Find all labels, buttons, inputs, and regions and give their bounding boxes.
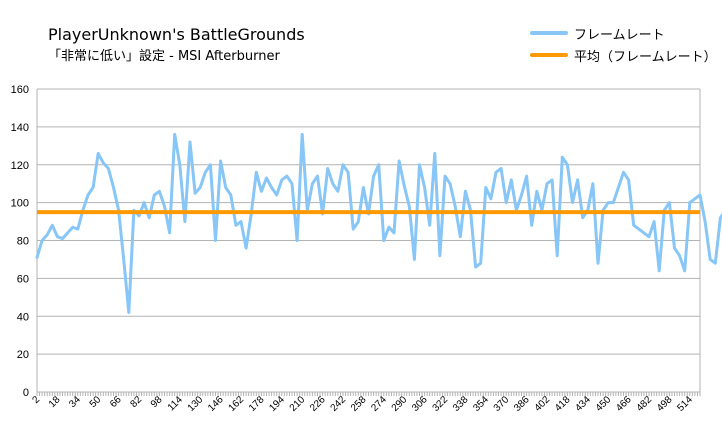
x-tick-label: 434 — [573, 394, 593, 414]
x-tick-label: 514 — [675, 394, 695, 414]
legend-swatch-average — [530, 53, 568, 57]
x-tick-label: 402 — [533, 394, 553, 414]
x-tick-label: 66 — [108, 394, 124, 410]
legend-item-average: 平均（フレームレート） — [530, 44, 717, 66]
x-tick-label: 290 — [390, 394, 410, 414]
x-tick-label: 194 — [267, 394, 287, 414]
x-tick-label: 482 — [635, 394, 655, 414]
x-tick-label: 146 — [206, 394, 226, 414]
x-tick-label: 322 — [431, 394, 451, 414]
y-tick-label: 140 — [11, 122, 29, 134]
x-tick-label: 370 — [492, 394, 512, 414]
x-tick-label: 210 — [288, 394, 308, 414]
x-tick-label: 466 — [614, 394, 634, 414]
x-tick-label: 178 — [247, 394, 267, 414]
chart-subtitle: 「非常に低い」設定 - MSI Afterburner — [48, 49, 280, 64]
x-tick-label: 242 — [329, 394, 349, 414]
x-tick-label: 226 — [308, 394, 328, 414]
chart-title: PlayerUnknown's BattleGrounds — [48, 25, 305, 44]
series-line-frame-rate — [35, 132, 722, 314]
legend: フレームレート 平均（フレームレート） — [530, 22, 717, 66]
x-tick-label: 18 — [47, 394, 63, 410]
x-tick-label: 258 — [349, 394, 369, 414]
x-tick-label: 162 — [227, 394, 247, 414]
y-tick-label: 40 — [17, 311, 29, 323]
y-tick-label: 160 — [11, 84, 29, 96]
x-tick-label: 386 — [512, 394, 532, 414]
x-tick-label: 50 — [88, 394, 104, 410]
y-tick-label: 80 — [17, 236, 29, 248]
y-tick-label: 0 — [23, 387, 29, 399]
legend-item-frame-rate: フレームレート — [530, 22, 717, 44]
y-tick-label: 100 — [11, 198, 29, 210]
legend-label-frame-rate: フレームレート — [574, 27, 665, 43]
x-tick-label: 2 — [30, 394, 42, 406]
legend-swatch-frame-rate — [530, 31, 568, 35]
y-tick-label: 120 — [11, 160, 29, 172]
y-tick-label: 20 — [17, 349, 29, 361]
x-tick-label: 498 — [655, 394, 675, 414]
x-tick-label: 338 — [451, 394, 471, 414]
legend-label-average: 平均（フレームレート） — [574, 49, 717, 65]
x-tick-label: 130 — [186, 394, 206, 414]
x-tick-label: 114 — [166, 394, 185, 413]
x-tick-label: 82 — [128, 394, 144, 410]
x-tick-label: 450 — [594, 394, 614, 414]
y-tick-label: 60 — [17, 273, 29, 285]
x-tick-label: 354 — [471, 394, 491, 414]
x-tick-label: 34 — [67, 394, 83, 410]
x-tick-label: 98 — [149, 394, 165, 410]
x-tick-label: 274 — [369, 394, 389, 414]
x-tick-label: 418 — [553, 394, 573, 414]
x-tick-label: 306 — [410, 394, 430, 414]
